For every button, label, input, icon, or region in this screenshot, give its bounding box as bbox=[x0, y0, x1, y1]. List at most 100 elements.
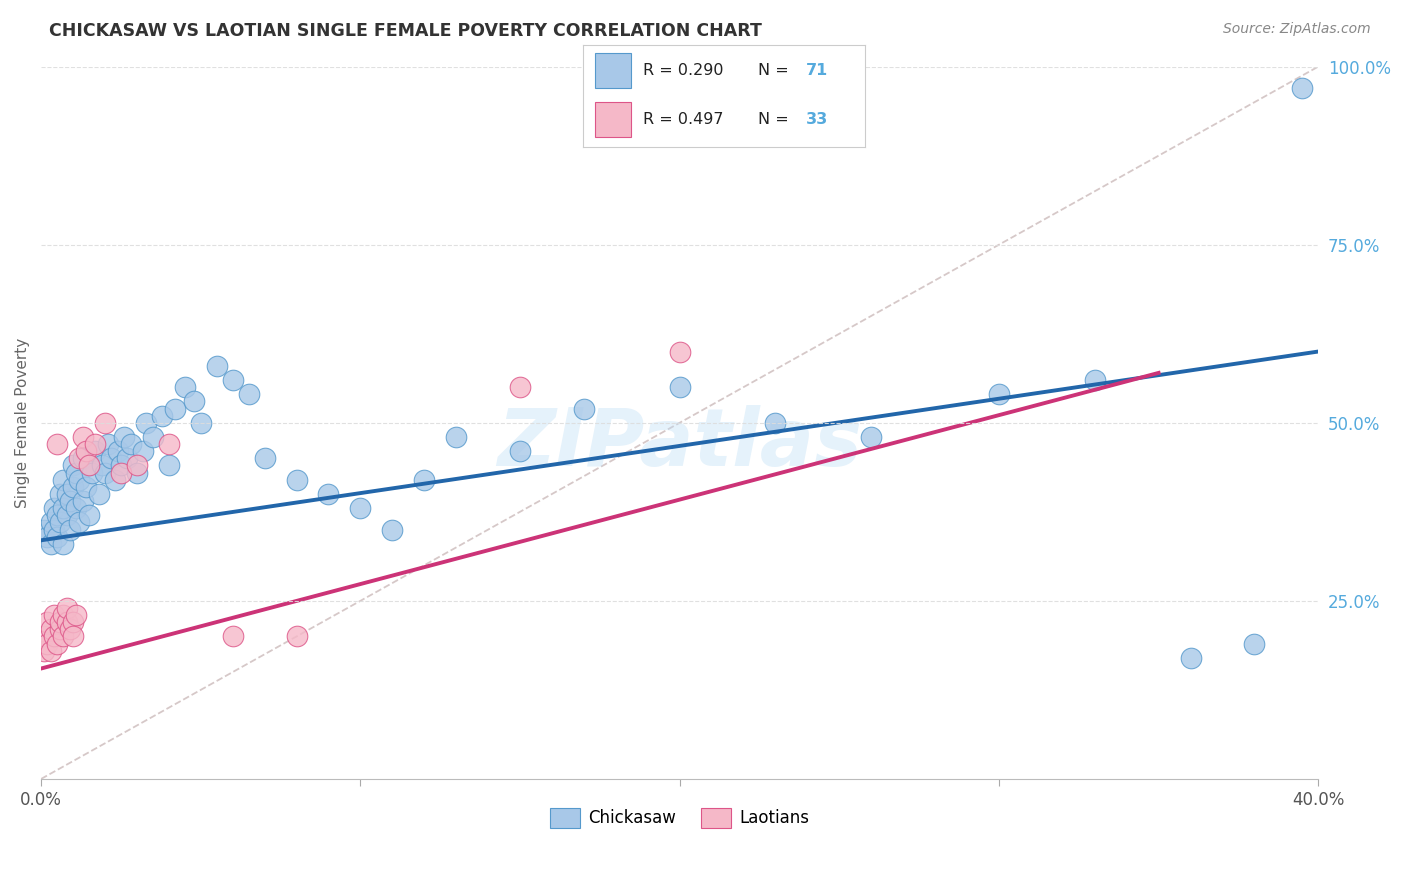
Point bbox=[65, 608, 87, 623]
Text: R = 0.497: R = 0.497 bbox=[643, 112, 723, 127]
Point bbox=[77, 458, 100, 473]
Point bbox=[37, 530, 59, 544]
Point bbox=[100, 451, 122, 466]
Point bbox=[49, 623, 72, 637]
Point bbox=[135, 416, 157, 430]
Point bbox=[190, 416, 212, 430]
Point bbox=[82, 466, 104, 480]
Point bbox=[221, 630, 243, 644]
Point bbox=[34, 523, 56, 537]
Point bbox=[65, 501, 87, 516]
Point bbox=[1243, 636, 1265, 650]
Point bbox=[72, 430, 94, 444]
Text: ZIPatlas: ZIPatlas bbox=[498, 405, 862, 483]
Point bbox=[112, 430, 135, 444]
Point bbox=[668, 380, 690, 394]
Point bbox=[87, 487, 110, 501]
Point bbox=[142, 430, 165, 444]
Point bbox=[55, 601, 77, 615]
Point bbox=[110, 466, 132, 480]
Point bbox=[42, 608, 65, 623]
Point bbox=[94, 466, 117, 480]
Point bbox=[52, 473, 75, 487]
Point bbox=[75, 444, 97, 458]
Point bbox=[132, 444, 155, 458]
Point bbox=[285, 630, 308, 644]
Point bbox=[860, 430, 883, 444]
Point bbox=[572, 401, 595, 416]
Point bbox=[65, 466, 87, 480]
Point bbox=[55, 508, 77, 523]
Point bbox=[77, 508, 100, 523]
Point bbox=[110, 458, 132, 473]
Point bbox=[253, 451, 276, 466]
FancyBboxPatch shape bbox=[595, 102, 631, 137]
Point bbox=[157, 437, 180, 451]
Point bbox=[107, 444, 129, 458]
Point bbox=[1084, 373, 1107, 387]
Text: 71: 71 bbox=[806, 62, 828, 78]
Point bbox=[34, 643, 56, 657]
Point bbox=[42, 630, 65, 644]
Point bbox=[62, 615, 84, 630]
Point bbox=[46, 508, 69, 523]
Point bbox=[668, 344, 690, 359]
Point bbox=[444, 430, 467, 444]
Point bbox=[285, 473, 308, 487]
Point bbox=[1180, 650, 1202, 665]
Point bbox=[509, 380, 531, 394]
Point bbox=[238, 387, 260, 401]
Text: Source: ZipAtlas.com: Source: ZipAtlas.com bbox=[1223, 22, 1371, 37]
Point bbox=[77, 458, 100, 473]
Point bbox=[509, 444, 531, 458]
Point bbox=[173, 380, 195, 394]
Point bbox=[42, 523, 65, 537]
Text: R = 0.290: R = 0.290 bbox=[643, 62, 723, 78]
Point bbox=[59, 494, 82, 508]
Y-axis label: Single Female Poverty: Single Female Poverty bbox=[15, 338, 30, 508]
Point bbox=[90, 458, 112, 473]
Text: N =: N = bbox=[758, 62, 794, 78]
Point bbox=[988, 387, 1011, 401]
Point bbox=[1291, 81, 1313, 95]
Point bbox=[49, 615, 72, 630]
Point bbox=[117, 451, 139, 466]
Point bbox=[46, 530, 69, 544]
Point bbox=[67, 516, 90, 530]
Point bbox=[75, 480, 97, 494]
Point bbox=[39, 537, 62, 551]
Point bbox=[59, 523, 82, 537]
Point bbox=[62, 630, 84, 644]
Point bbox=[84, 437, 107, 451]
Point bbox=[152, 409, 174, 423]
Point bbox=[52, 501, 75, 516]
Point bbox=[97, 437, 120, 451]
Point bbox=[165, 401, 187, 416]
Point bbox=[52, 608, 75, 623]
Point bbox=[39, 516, 62, 530]
Point bbox=[183, 394, 205, 409]
Point bbox=[37, 636, 59, 650]
Text: 33: 33 bbox=[806, 112, 828, 127]
Point bbox=[49, 487, 72, 501]
Point bbox=[59, 623, 82, 637]
Point bbox=[103, 473, 125, 487]
Point bbox=[34, 630, 56, 644]
Point bbox=[67, 473, 90, 487]
Point bbox=[67, 451, 90, 466]
Point bbox=[52, 537, 75, 551]
Point bbox=[157, 458, 180, 473]
Point bbox=[413, 473, 436, 487]
Legend: Chickasaw, Laotians: Chickasaw, Laotians bbox=[543, 801, 815, 835]
Point bbox=[205, 359, 228, 373]
Point bbox=[62, 480, 84, 494]
Point bbox=[765, 416, 787, 430]
Point bbox=[349, 501, 371, 516]
Point bbox=[94, 416, 117, 430]
FancyBboxPatch shape bbox=[595, 53, 631, 87]
Point bbox=[125, 466, 148, 480]
Point bbox=[120, 437, 142, 451]
Point bbox=[62, 458, 84, 473]
Point bbox=[84, 444, 107, 458]
Point bbox=[72, 451, 94, 466]
